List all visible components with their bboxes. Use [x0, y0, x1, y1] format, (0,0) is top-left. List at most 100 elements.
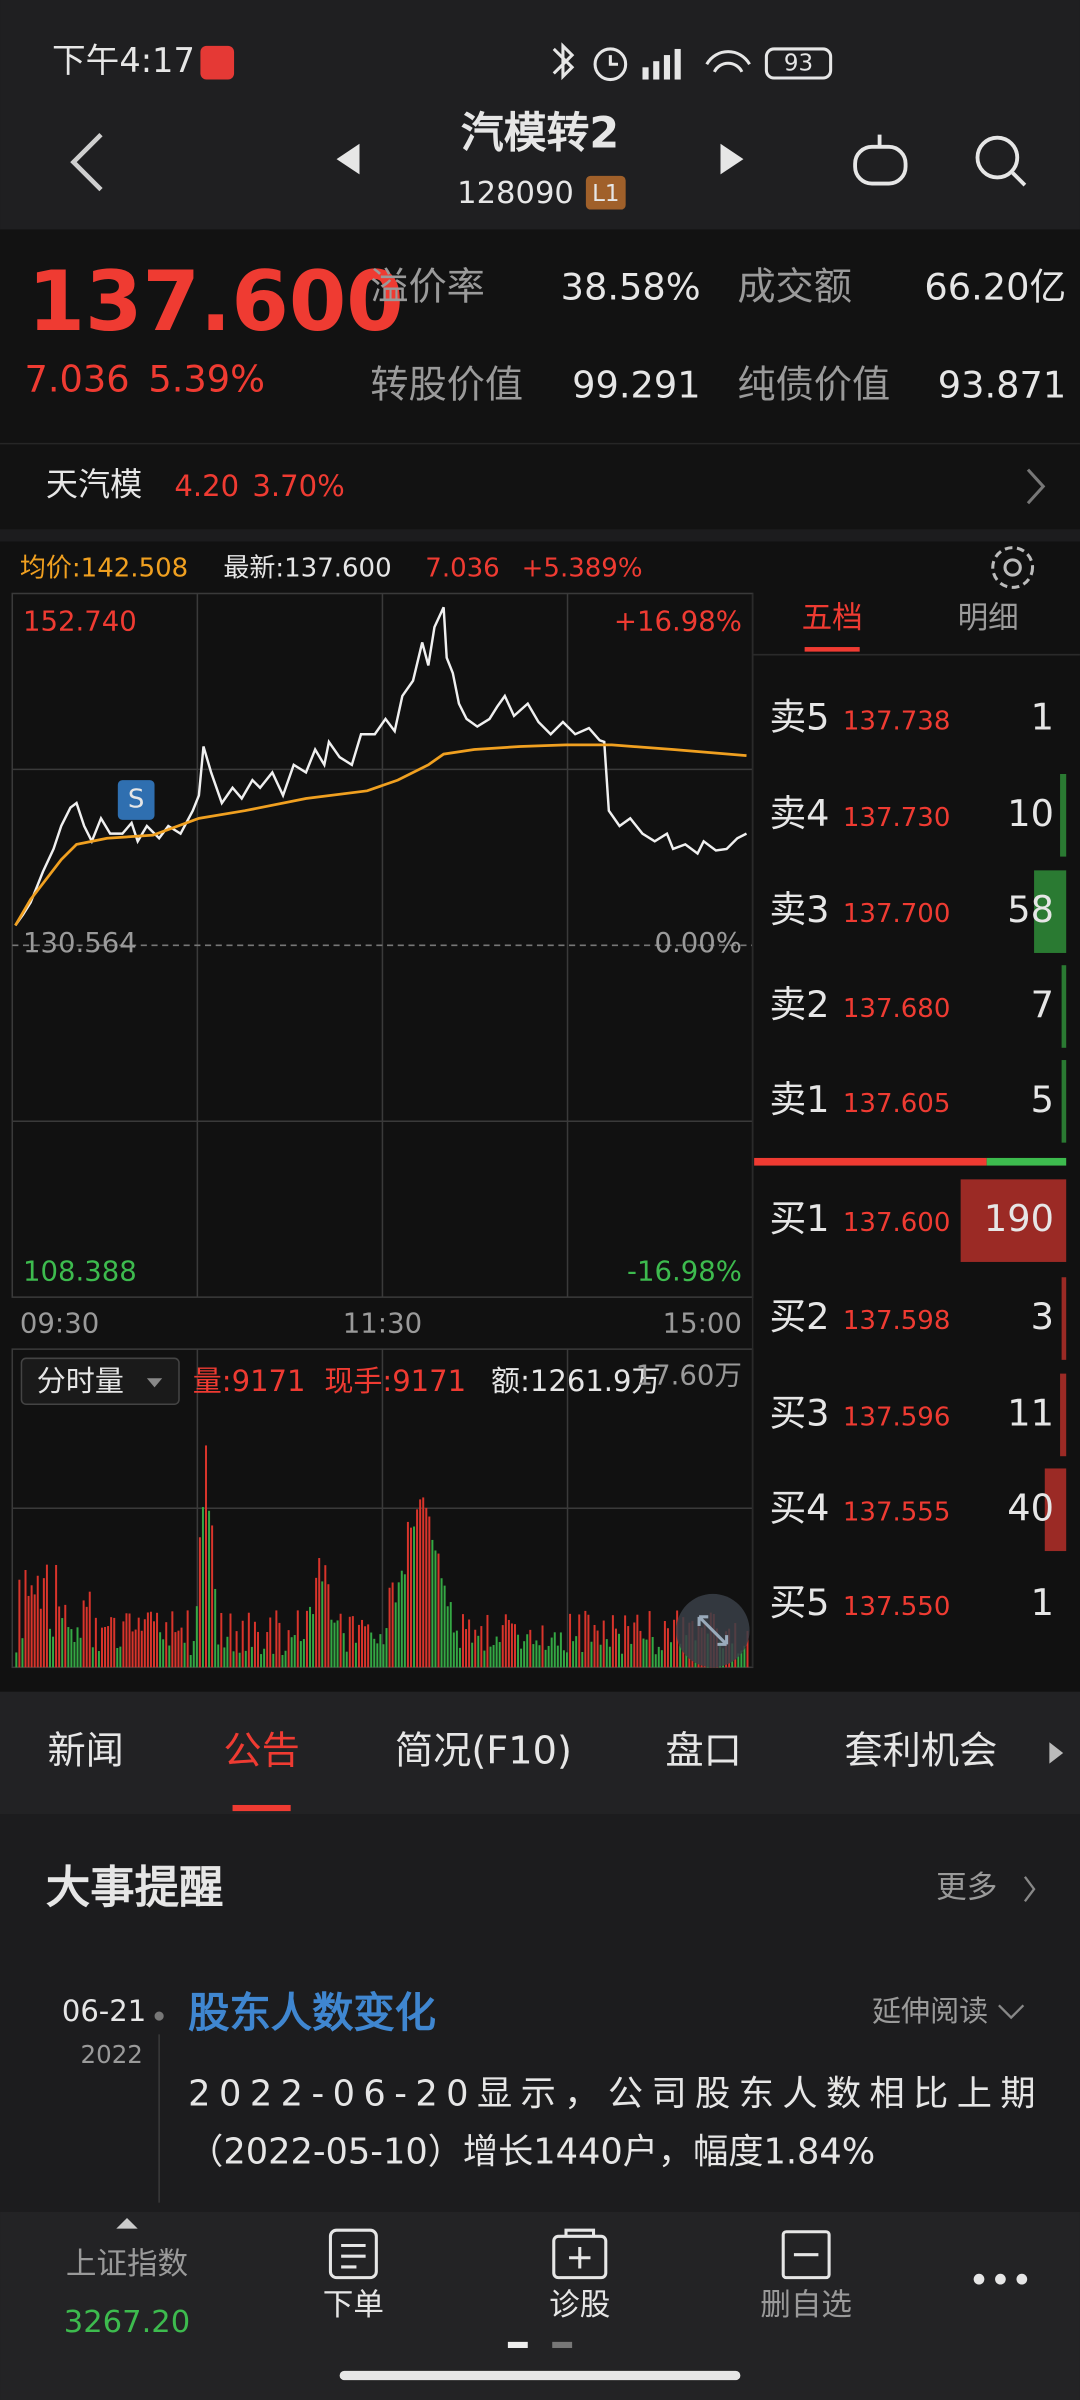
signal — [642, 48, 681, 80]
volume-bar — [446, 1606, 449, 1668]
volume-bar — [740, 1650, 743, 1668]
book-label: 卖3 — [769, 888, 829, 931]
volume-bar — [364, 1626, 367, 1668]
volume-bar — [153, 1621, 155, 1668]
volume-bar — [590, 1641, 593, 1668]
volume-bar — [535, 1640, 538, 1668]
prev-button[interactable] — [336, 143, 360, 175]
chart-change-pct: +5.389% — [522, 554, 643, 584]
avg-price: 均价:142.508 — [20, 554, 188, 584]
volume-bar — [599, 1644, 602, 1668]
tabs-more[interactable] — [1049, 1742, 1064, 1764]
volume-bar — [458, 1647, 461, 1668]
depth-bar — [1060, 773, 1067, 857]
search-icon[interactable] — [975, 135, 1027, 187]
page-dot — [507, 2341, 528, 2348]
book-volume: 190 — [984, 1197, 1054, 1240]
volume-bar — [33, 1594, 36, 1668]
volume-bar — [471, 1642, 474, 1668]
tab[interactable]: 盘口 — [665, 1729, 741, 1773]
selector-box[interactable] — [20, 1357, 180, 1405]
volume-bar — [18, 1579, 21, 1668]
nav-item[interactable]: 删自选 — [760, 2288, 852, 2323]
volume-bar — [333, 1622, 336, 1668]
volume-bar — [651, 1637, 654, 1668]
volume-bar — [309, 1606, 312, 1668]
volume-bar — [529, 1629, 532, 1668]
volume-bar — [648, 1611, 651, 1668]
volume-bar — [110, 1617, 113, 1668]
volume-bar — [287, 1630, 290, 1668]
event-title[interactable]: 股东人数变化 — [188, 1989, 436, 2037]
volume-bar — [645, 1639, 648, 1668]
volume-bar — [97, 1651, 100, 1668]
volume-selector[interactable]: 分时量 — [37, 1364, 124, 1398]
volume-bar — [517, 1634, 520, 1668]
settings-icon[interactable] — [991, 546, 1035, 589]
volume-bar — [27, 1595, 30, 1668]
events-bg — [0, 1814, 1080, 2212]
next-button[interactable] — [720, 143, 744, 175]
volume-bar — [73, 1641, 76, 1668]
tab[interactable]: 简况(F10) — [395, 1729, 572, 1773]
volume-amount: 额:1261.9万 — [491, 1364, 661, 1398]
robot-icon[interactable] — [853, 134, 908, 186]
volume-bar — [550, 1637, 553, 1668]
volume-bar — [489, 1646, 492, 1668]
underlying-name[interactable]: 天汽模 — [46, 465, 142, 503]
timeline-dot — [154, 2011, 164, 2021]
nav-icons — [328, 2228, 831, 2280]
volume-bar — [624, 1615, 627, 1668]
volume-bar — [305, 1610, 308, 1668]
book-price: 137.605 — [843, 1089, 951, 1119]
index-name[interactable]: 上证指数 — [66, 2247, 188, 2282]
event-action[interactable]: 延伸阅读 — [872, 1994, 988, 2028]
volume-bar — [400, 1570, 403, 1668]
volume-bar — [186, 1610, 189, 1668]
volume-bar — [30, 1585, 33, 1668]
book-label: 买1 — [769, 1197, 829, 1240]
volume-bar — [302, 1639, 305, 1668]
volume-bar — [162, 1639, 165, 1668]
book-tab[interactable]: 明细 — [958, 601, 1019, 636]
nav-item[interactable]: 诊股 — [549, 2288, 610, 2323]
tab[interactable]: 新闻 — [47, 1729, 123, 1773]
signal-marker[interactable] — [117, 780, 155, 820]
volume-bar — [137, 1617, 140, 1668]
volume-bar — [596, 1630, 599, 1668]
volume-bar — [670, 1642, 673, 1668]
nav-item[interactable]: 下单 — [323, 2288, 384, 2323]
volume-bar — [64, 1604, 67, 1668]
volume-bar — [434, 1550, 437, 1668]
more-dots[interactable] — [973, 2273, 1028, 2285]
volume-bar — [315, 1577, 318, 1668]
field-value: 38.58% — [561, 266, 701, 309]
volume-bar — [465, 1629, 468, 1668]
book-tab[interactable]: 五档 — [802, 601, 863, 636]
marker-label: S — [128, 785, 145, 815]
volume-bar — [737, 1653, 740, 1668]
depth-bar — [1061, 1060, 1067, 1143]
volume-bar — [409, 1527, 412, 1668]
more-link[interactable]: 更多 — [936, 1871, 997, 1906]
volume-bar — [608, 1646, 611, 1668]
volume-bar — [376, 1643, 379, 1668]
volume-bar — [428, 1516, 431, 1668]
volume-bar — [318, 1558, 321, 1668]
volume-bar — [94, 1617, 97, 1668]
volume-bar — [547, 1645, 550, 1668]
volume-bar — [468, 1619, 471, 1668]
volume-bar — [52, 1636, 55, 1668]
back-button[interactable] — [70, 132, 103, 192]
underlying-price: 4.20 — [174, 469, 239, 503]
volume-bar — [214, 1588, 217, 1668]
axis-low: 108.388 — [23, 1256, 137, 1288]
chart-change: 7.036 — [425, 554, 499, 584]
volume-bar — [229, 1613, 232, 1668]
volume-bar — [342, 1633, 345, 1668]
volume-bar — [275, 1610, 278, 1668]
volume-bar — [205, 1445, 207, 1668]
tab[interactable]: 套利机会 — [844, 1729, 997, 1773]
tab[interactable]: 公告 — [223, 1729, 299, 1773]
volume-bar — [455, 1630, 458, 1668]
